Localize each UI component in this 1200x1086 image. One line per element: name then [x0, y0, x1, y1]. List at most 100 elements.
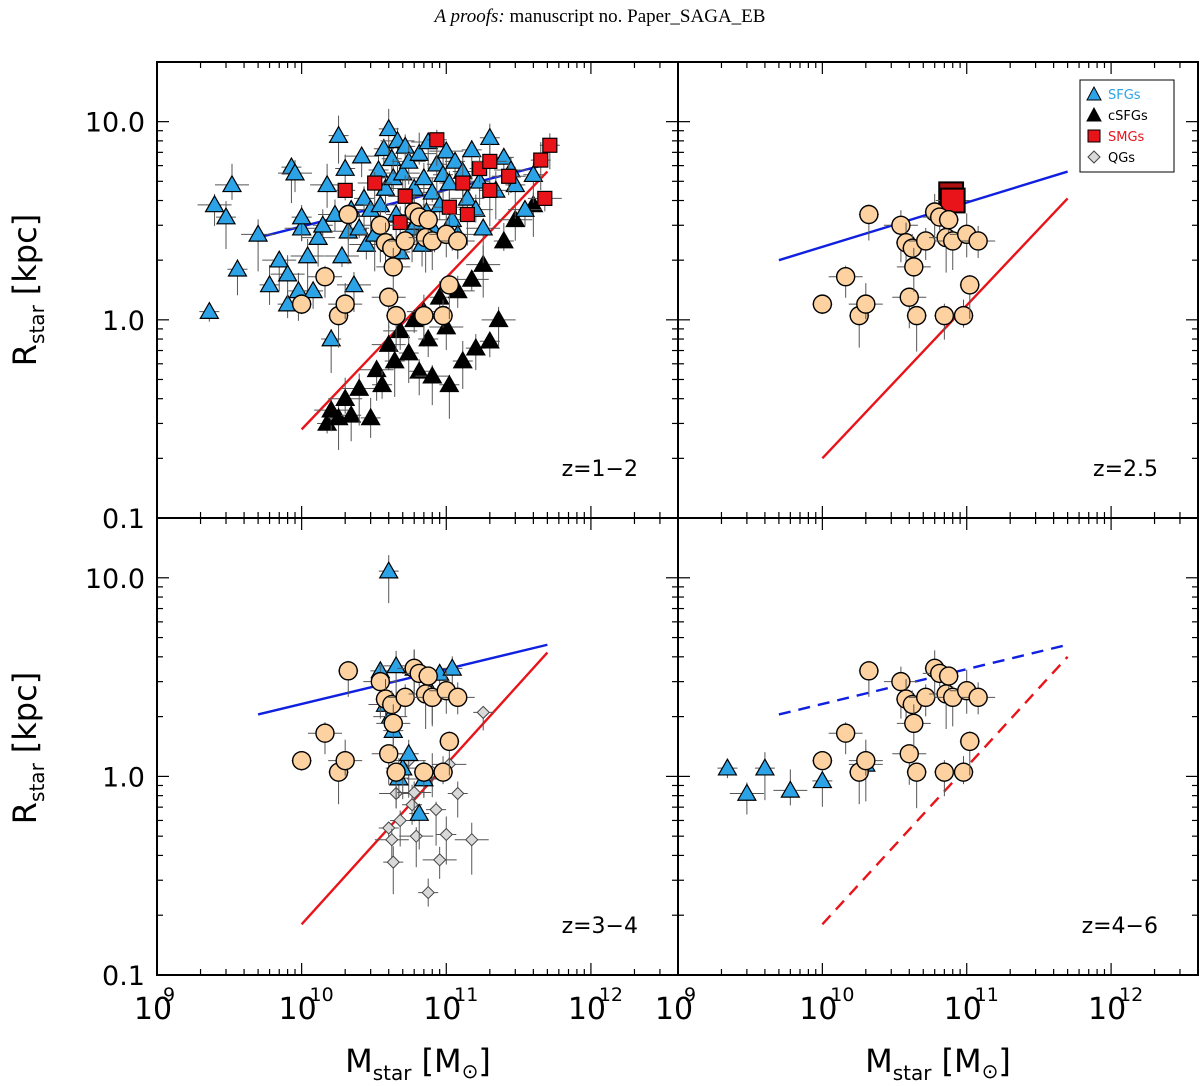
- sfgs-point: [343, 274, 364, 293]
- smgs-point: [367, 175, 383, 191]
- saga-point: [439, 731, 460, 752]
- csfgs-point: [341, 405, 362, 423]
- x-tick-exponent: 12: [599, 984, 623, 1006]
- smgs-point: [459, 206, 476, 223]
- legend-item: SFGs: [1086, 85, 1141, 103]
- sfgs-point: [259, 274, 280, 293]
- csfgs-point: [366, 359, 387, 378]
- csfgs-point: [488, 309, 509, 328]
- saga-point: [904, 713, 924, 734]
- sfgs-point: [436, 140, 457, 159]
- saga-point: [856, 294, 876, 314]
- saga-point: [859, 661, 879, 681]
- qgs-point: [385, 832, 399, 847]
- csfgs-point: [378, 334, 399, 352]
- redshift-label: z=1−2: [562, 457, 638, 482]
- sfgs-point: [386, 655, 407, 674]
- csfgs-point: [360, 407, 381, 426]
- x-axis-title: Mstar [M⊙]: [345, 1042, 491, 1085]
- x-tick-exponent: 11: [454, 984, 478, 1006]
- smgs-point: [392, 214, 408, 231]
- saga-point: [960, 275, 980, 295]
- saga-point: [418, 666, 438, 686]
- saga-point: [812, 750, 833, 771]
- x-tick-label: 10: [655, 992, 693, 1027]
- saga-point: [906, 305, 927, 326]
- smgs-point: [501, 168, 517, 184]
- x-tick-exponent: 10: [830, 984, 854, 1006]
- header-italic: A proofs:: [434, 6, 505, 27]
- sfgs-point: [204, 194, 225, 213]
- x-tick-label: 10: [279, 992, 317, 1027]
- sfgs-point: [445, 151, 466, 169]
- legend-item: SMGs: [1087, 129, 1145, 145]
- smgs-point: [482, 182, 498, 198]
- qgs-point: [409, 829, 423, 843]
- saga-point: [433, 762, 453, 782]
- saga-point: [916, 687, 936, 708]
- csfgs-point: [429, 287, 450, 305]
- x-tick-exponent: 10: [310, 984, 334, 1006]
- red-relation-line: [300, 651, 549, 926]
- saga-point: [370, 671, 391, 692]
- sfgs-point: [356, 234, 377, 252]
- legend-marker: [1087, 129, 1101, 143]
- saga-point: [395, 687, 415, 708]
- sfgs-point: [398, 743, 419, 762]
- saga-point: [439, 275, 460, 295]
- saga-point: [891, 671, 911, 692]
- smgs-point: [337, 182, 353, 198]
- sfgs-point: [780, 780, 801, 798]
- x-tick-exponent: 12: [1119, 984, 1143, 1006]
- sfgs-point: [277, 263, 298, 282]
- saga-point: [899, 287, 919, 307]
- csfgs-point: [418, 328, 439, 347]
- saga-point: [414, 305, 434, 326]
- sfgs-point: [457, 188, 478, 206]
- redshift-label: z=3−4: [562, 914, 638, 939]
- qgs-point: [386, 855, 400, 869]
- sfgs-point: [461, 139, 482, 158]
- csfgs-point: [335, 388, 356, 407]
- sfgs-point: [736, 783, 757, 801]
- saga-point: [335, 750, 355, 771]
- sfgs-point: [409, 143, 430, 161]
- csfgs-point: [479, 331, 500, 349]
- sfgs-point: [328, 125, 349, 143]
- saga-point: [395, 231, 415, 251]
- sfgs-point: [297, 245, 318, 264]
- qgs-point: [451, 786, 465, 801]
- legend-label: SMGs: [1108, 130, 1145, 145]
- panel-frame: [156, 517, 679, 976]
- saga-point: [338, 661, 358, 681]
- x-tick-exponent: 9: [684, 984, 696, 1006]
- saga-point: [960, 731, 980, 752]
- saga-point: [338, 204, 358, 225]
- saga-point: [934, 305, 955, 326]
- legend-marker: [1087, 150, 1101, 164]
- saga-point: [934, 762, 955, 782]
- saga-point: [386, 305, 406, 326]
- legend-label: cSFGs: [1108, 109, 1148, 124]
- y-tick-label: 0.1: [102, 961, 145, 992]
- series-saga: [812, 194, 996, 352]
- sfgs-point: [409, 803, 430, 821]
- saga-point: [379, 287, 399, 307]
- saga-point: [315, 267, 335, 287]
- sfgs-point: [514, 199, 536, 217]
- x-axis-title: Mstar [M⊙]: [865, 1042, 1011, 1085]
- qgs-point: [476, 705, 490, 720]
- series-saga: [291, 194, 475, 352]
- sfgs-point: [312, 215, 333, 233]
- sfgs-point: [754, 757, 775, 776]
- csfgs-point: [372, 374, 393, 393]
- qgs-point: [432, 853, 447, 867]
- series-saga: [812, 650, 996, 809]
- csfgs-point: [349, 378, 370, 396]
- saga-point: [414, 762, 434, 782]
- panel-frame: [156, 61, 679, 519]
- legend-marker: [1086, 106, 1102, 122]
- sfgs-point: [351, 145, 372, 164]
